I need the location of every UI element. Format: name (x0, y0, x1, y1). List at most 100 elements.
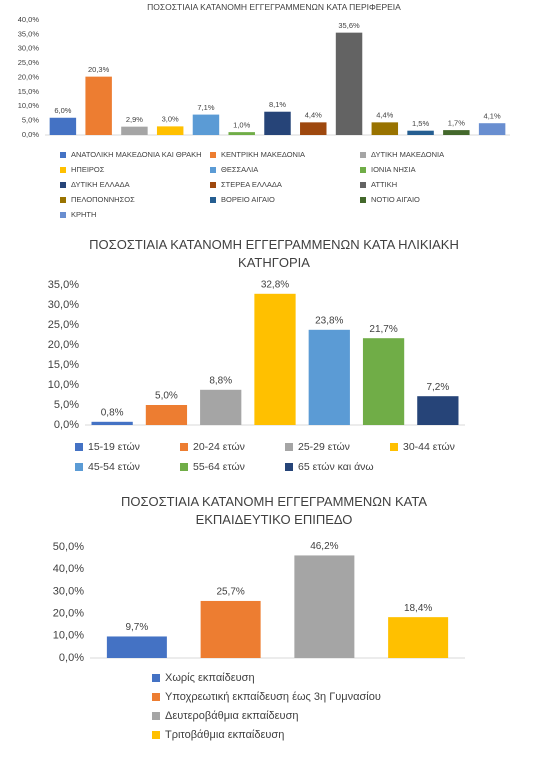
plot: 0,0% 5,0% 10,0% 15,0% 20,0% 25,0% 30,0% 35,0% 40… (18, 15, 510, 139)
y-tick-label: 10,0% (48, 379, 79, 391)
y-tick-label: 35,0% (48, 279, 79, 291)
y-tick-label: 0,0% (54, 419, 79, 431)
value-label: 35,6% (338, 21, 360, 30)
y-tick-label: 5,0% (54, 399, 79, 411)
legend-label: 65 ετών και άνω (298, 461, 374, 473)
legend-label: ΚΡΗΤΗ (71, 210, 97, 219)
legend-label: 15-19 ετών (88, 441, 140, 453)
y-tick-label: 20,0% (53, 608, 84, 620)
y-tick-label: 10,0% (18, 101, 40, 110)
bar (417, 396, 459, 425)
y-tick-label: 15,0% (48, 359, 79, 371)
legend-label: ΔΥΤΙΚΗ ΜΑΚΕΔΟΝΙΑ (371, 150, 445, 159)
legend-item: 15-19 ετών (75, 437, 180, 457)
legend-swatch (60, 151, 66, 158)
legend-label: ΠΕΛΟΠΟΝΝΗΣΟΣ (71, 195, 135, 204)
legend-swatch (360, 151, 366, 158)
bar (335, 32, 363, 135)
y-tick-label: 30,0% (48, 299, 79, 311)
bar (478, 123, 506, 135)
bar (91, 421, 133, 425)
legend-label: Υποχρεωτική εκπαίδευση έως 3η Γυμνασίου (165, 690, 381, 703)
bar (264, 111, 291, 135)
legend-item: Τριτοβάθμια εκπαίδευση (152, 725, 482, 744)
legend-label: 45-54 ετών (88, 461, 140, 473)
legend-item: ΑΝΑΤΟΛΙΚΗ ΜΑΚΕΔΟΝΙΑ ΚΑΙ ΘΡΑΚΗ (60, 147, 210, 162)
legend-label: ΒΟΡΕΙΟ ΑΙΓΑΙΟ (221, 195, 275, 204)
chart-title: ΠΟΣΟΣΤΙΑΙΑ ΚΑΤΑΝΟΜΗ ΕΓΓΕΓΡΑΜΜΕΝΩΝ ΚΑΤΑ Η… (89, 237, 459, 270)
value-label: 0,8% (101, 407, 124, 418)
value-label: 23,8% (315, 315, 343, 326)
legend-swatch (360, 196, 366, 203)
legend-item: 20-24 ετών (180, 437, 285, 457)
chart-title: ΠΟΣΟΣΤΙΑΙΑ ΚΑΤΑΝΟΜΗ ΕΓΓΕΓΡΑΜΜΕΝΩΝ ΚΑΤΑ Π… (147, 2, 401, 12)
value-label: 25,7% (216, 587, 244, 598)
value-label: 1,5% (412, 119, 429, 128)
legend-swatch (360, 181, 366, 188)
value-label: 8,8% (209, 375, 232, 386)
legend-item: 30-44 ετών (390, 437, 495, 457)
legend-label: ΑΝΑΤΟΛΙΚΗ ΜΑΚΕΔΟΝΙΑ ΚΑΙ ΘΡΑΚΗ (71, 150, 202, 159)
legend-label: ΘΕΣΣΑΛΙΑ (221, 165, 259, 174)
legend-item: ΔΥΤΙΚΗ ΕΛΛΑΔΑ (60, 177, 210, 192)
legend-swatch (152, 711, 160, 720)
y-tick-label: 10,0% (53, 630, 84, 642)
value-label: 46,2% (310, 541, 338, 552)
bar (200, 389, 242, 425)
legend-swatch (60, 211, 66, 218)
legend-item: ΒΟΡΕΙΟ ΑΙΓΑΙΟ (210, 192, 360, 207)
y-tick-label: 5,0% (22, 116, 39, 125)
bar (228, 132, 255, 135)
bar (308, 329, 350, 425)
legend-label: 55-64 ετών (193, 461, 245, 473)
legend-label: ΙΟΝΙΑ ΝΗΣΙΑ (371, 165, 416, 174)
legend-item: Χωρίς εκπαίδευση (152, 668, 482, 687)
legend-swatch (210, 151, 216, 158)
bar (443, 130, 470, 135)
y-tick-label: 25,0% (48, 319, 79, 331)
legend-swatch (180, 443, 188, 451)
bar (192, 114, 220, 135)
y-tick-label: 35,0% (18, 29, 40, 38)
bar (388, 617, 449, 658)
legend-swatch (152, 673, 160, 682)
legend-swatch (285, 443, 293, 451)
legend: ΑΝΑΤΟΛΙΚΗ ΜΑΚΕΔΟΝΙΑ ΚΑΙ ΘΡΑΚΗ ΚΕΝΤΡΙΚΗ ΜΑ… (60, 147, 510, 222)
value-label: 8,1% (269, 100, 286, 109)
legend-item: ΚΕΝΤΡΙΚΗ ΜΑΚΕΔΟΝΙΑ (210, 147, 360, 162)
legend-item: ΠΕΛΟΠΟΝΝΗΣΟΣ (60, 192, 210, 207)
bar (121, 126, 148, 135)
legend-label: Δευτεροβάθμια εκπαίδευση (165, 709, 299, 722)
legend-item: 55-64 ετών (180, 457, 285, 477)
value-label: 1,0% (233, 120, 250, 129)
bar (371, 122, 399, 135)
y-tick-label: 30,0% (53, 585, 84, 597)
y-tick-label: 20,0% (18, 72, 40, 81)
bar (200, 600, 261, 658)
legend-swatch (75, 443, 83, 451)
legend-swatch (285, 463, 293, 471)
legend-item: Υποχρεωτική εκπαίδευση έως 3η Γυμνασίου (152, 687, 482, 706)
value-label: 18,4% (404, 603, 432, 614)
chart-title: ΠΟΣΟΣΤΙΑΙΑ ΚΑΤΑΝΟΜΗ ΕΓΓΕΓΡΑΜΜΕΝΩΝ ΚΑΤΑ Ε… (120, 494, 428, 527)
value-label: 3,0% (162, 115, 179, 124)
legend-label: 20-24 ετών (193, 441, 245, 453)
y-tick-label: 20,0% (48, 339, 79, 351)
bar (49, 117, 77, 135)
legend-swatch (152, 692, 160, 701)
value-label: 4,1% (484, 111, 501, 120)
bar (106, 636, 167, 658)
legend-label: ΣΤΕΡΕΑ ΕΛΛΑΔΑ (221, 180, 282, 189)
legend-label: Τριτοβάθμια εκπαίδευση (165, 728, 285, 741)
legend-swatch (210, 166, 216, 173)
value-label: 2,9% (126, 115, 143, 124)
value-label: 4,4% (305, 111, 322, 120)
bar (85, 76, 112, 135)
legend-swatch (390, 443, 398, 451)
bar (407, 130, 434, 135)
legend-swatch (210, 196, 216, 203)
